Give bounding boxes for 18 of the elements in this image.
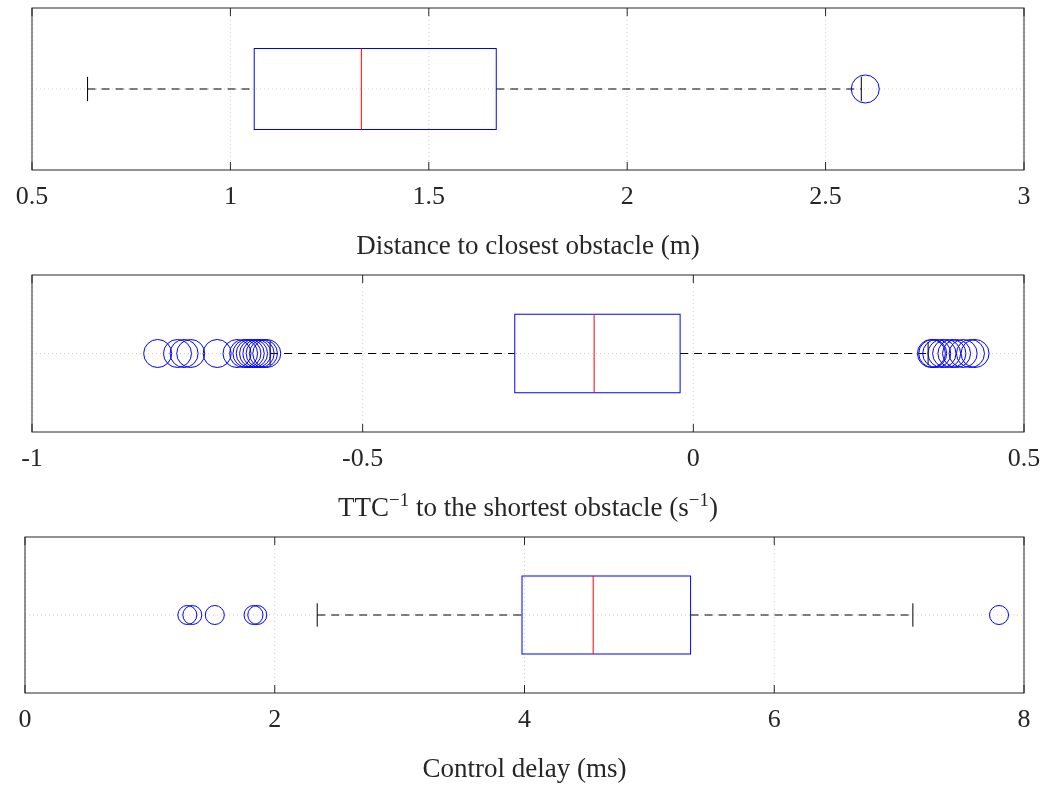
x-tick-label: 0.5 <box>1007 443 1041 472</box>
x-tick-label: 8 <box>1017 704 1031 733</box>
x-tick-label: 2 <box>268 704 282 733</box>
x-tick-label: 3 <box>1017 181 1031 210</box>
x-tick-label: 2.5 <box>809 181 842 210</box>
x-tick-label: 1.5 <box>412 181 446 210</box>
x-tick-label: 0.5 <box>15 181 49 210</box>
x-tick-label: 0 <box>686 443 700 472</box>
x-tick-label: -1 <box>21 443 43 472</box>
x-axis-title: TTC$^{−1}$ to the shortest obstacle (s$^{−1}$) <box>338 488 718 522</box>
x-axis-title: Control delay (ms) <box>422 753 627 783</box>
x-tick-label: -0.5 <box>342 443 384 472</box>
x-tick-label: 2 <box>620 181 634 210</box>
x-tick-label: 4 <box>518 704 531 733</box>
x-tick-label: 1 <box>223 181 237 210</box>
x-tick-label: 6 <box>767 704 781 733</box>
x-tick-label: 0 <box>18 704 32 733</box>
x-axis-title: Distance to closest obstacle (m) <box>356 230 700 260</box>
